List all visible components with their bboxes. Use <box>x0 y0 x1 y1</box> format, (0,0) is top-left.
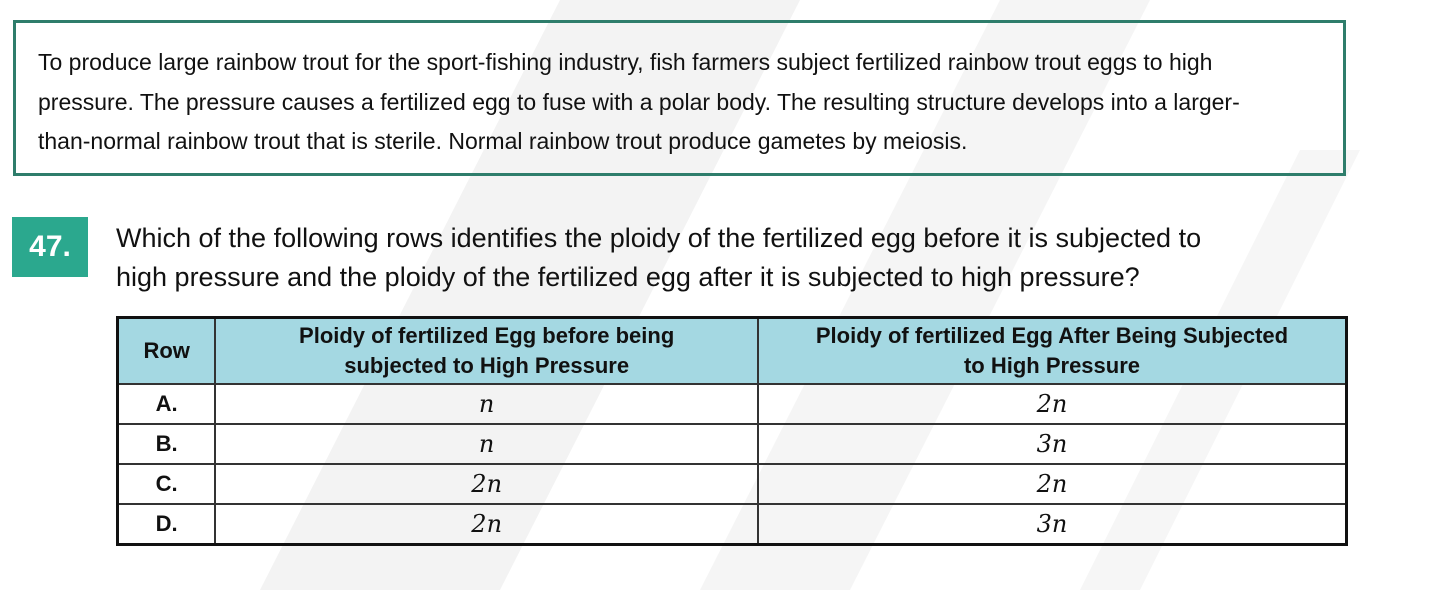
ploidy-before: n <box>214 423 759 465</box>
header-after: Ploidy of fertilized Egg After Being Sub… <box>756 316 1348 385</box>
ploidy-after: 3n <box>756 503 1348 546</box>
passage-line: To produce large rainbow trout for the s… <box>38 49 1213 75</box>
passage-box: To produce large rainbow trout for the s… <box>13 20 1346 176</box>
ploidy-before: 2n <box>214 503 759 546</box>
table-row[interactable]: C. 2n 2n <box>116 463 1348 505</box>
passage-line: than-normal rainbow trout that is steril… <box>38 128 968 154</box>
table-header-row: Row Ploidy of fertilized Egg before bein… <box>116 316 1348 385</box>
table-row[interactable]: D. 2n 3n <box>116 503 1348 546</box>
question-number-badge: 47. <box>12 217 88 277</box>
question-text: Which of the following rows identifies t… <box>116 219 1346 297</box>
ploidy-before: n <box>214 383 759 425</box>
ploidy-before: 2n <box>214 463 759 505</box>
ploidy-after: 3n <box>756 423 1348 465</box>
answer-table: Row Ploidy of fertilized Egg before bein… <box>116 316 1348 546</box>
table-row[interactable]: B. n 3n <box>116 423 1348 465</box>
row-label: D. <box>116 503 217 546</box>
header-before-line: subjected to High Pressure <box>344 353 630 378</box>
header-before-line: Ploidy of fertilized Egg before being <box>299 323 675 348</box>
header-before: Ploidy of fertilized Egg before being su… <box>214 316 759 385</box>
table-row[interactable]: A. n 2n <box>116 383 1348 425</box>
row-label: B. <box>116 423 217 465</box>
ploidy-after: 2n <box>756 383 1348 425</box>
header-after-line: Ploidy of fertilized Egg After Being Sub… <box>815 323 1289 348</box>
passage-line: pressure. The pressure causes a fertiliz… <box>38 88 1240 115</box>
row-label: C. <box>116 463 217 505</box>
question-line: Which of the following rows identifies t… <box>116 223 1202 253</box>
header-row: Row <box>116 316 217 385</box>
ploidy-after: 2n <box>756 463 1348 505</box>
row-label: A. <box>116 383 217 425</box>
question-line: high pressure and the ploidy of the fert… <box>116 262 1140 292</box>
header-after-line: to High Pressure <box>963 353 1141 378</box>
